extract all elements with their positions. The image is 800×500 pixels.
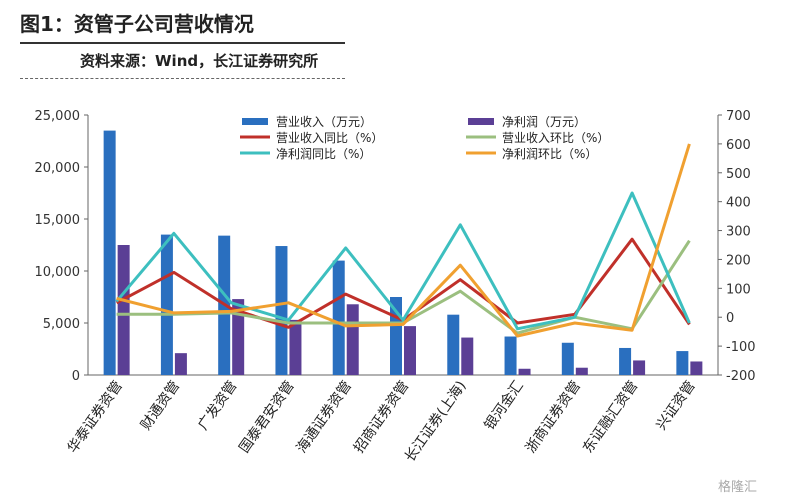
right-tick-label: 200 bbox=[726, 253, 751, 268]
bar-revenue bbox=[447, 314, 460, 375]
x-tick-label: 华泰证券资管 bbox=[65, 378, 126, 456]
right-tick-label: -100 bbox=[726, 340, 756, 355]
right-tick-label: 400 bbox=[726, 196, 751, 211]
bar-revenue bbox=[504, 336, 517, 375]
title-divider bbox=[20, 42, 345, 44]
right-tick-label: -200 bbox=[726, 369, 756, 384]
bar-net_profit bbox=[575, 367, 588, 375]
right-tick-label: 500 bbox=[726, 167, 751, 182]
x-tick-label: 招商证券资管 bbox=[351, 378, 412, 456]
right-tick-label: 100 bbox=[726, 282, 751, 297]
x-tick-label: 海通证券资管 bbox=[294, 378, 355, 456]
bar-net_profit bbox=[289, 319, 302, 375]
bar-net_profit bbox=[174, 353, 187, 375]
bar-revenue bbox=[275, 246, 288, 375]
watermark-text: 格隆汇 bbox=[718, 480, 758, 495]
right-tick-label: 0 bbox=[726, 311, 734, 326]
legend-swatch-revenue bbox=[242, 118, 268, 125]
legend-label: 营业收入同比（%） bbox=[276, 131, 383, 145]
right-tick-label: 700 bbox=[726, 109, 751, 124]
bar-revenue bbox=[332, 260, 345, 375]
legend-label: 营业收入环比（%） bbox=[502, 131, 609, 145]
bar-revenue bbox=[390, 297, 402, 375]
bar-net_profit bbox=[633, 360, 646, 375]
left-tick-label: 15,000 bbox=[35, 213, 81, 228]
bar-net_profit bbox=[404, 326, 416, 375]
legend-swatch-net_profit bbox=[468, 118, 494, 125]
right-tick-label: 600 bbox=[726, 138, 751, 153]
x-tick-label: 国泰君安资管 bbox=[236, 378, 297, 456]
bar-revenue bbox=[160, 234, 173, 375]
right-tick-label: 300 bbox=[726, 225, 751, 240]
legend-label: 净利润（万元） bbox=[502, 115, 586, 129]
left-tick-label: 5,000 bbox=[43, 317, 80, 332]
legend-label: 营业收入（万元） bbox=[276, 115, 372, 129]
x-tick-label: 浙商证券资管 bbox=[523, 378, 584, 456]
left-tick-label: 25,000 bbox=[35, 109, 81, 124]
x-tick-label: 银河金汇 bbox=[482, 378, 527, 433]
bar-revenue bbox=[619, 347, 632, 375]
line-profit_yoy bbox=[115, 191, 691, 331]
x-tick-label: 东证融汇资管 bbox=[580, 378, 641, 456]
figure-title: 图1：资管子公司营收情况 bbox=[20, 12, 254, 36]
bar-net_profit bbox=[117, 245, 130, 375]
left-tick-label: 20,000 bbox=[35, 161, 81, 176]
bar-revenue bbox=[676, 351, 689, 375]
left-tick-label: 0 bbox=[72, 369, 80, 384]
bar-net_profit bbox=[346, 304, 359, 375]
line-profit_qoq bbox=[116, 143, 691, 338]
bar-net_profit bbox=[690, 361, 703, 375]
figure-source: 资料来源：Wind，长江证券研究所 bbox=[80, 52, 319, 70]
bar-net_profit bbox=[518, 368, 531, 375]
bar-net_profit bbox=[461, 337, 474, 375]
bar-revenue bbox=[103, 130, 116, 375]
x-tick-label: 长江证券(上海) bbox=[402, 378, 470, 465]
x-tick-label: 兴证资管 bbox=[653, 378, 698, 433]
legend-label: 净利润同比（%） bbox=[276, 147, 371, 161]
legend-label: 净利润环比（%） bbox=[502, 147, 597, 161]
x-tick-label: 财通资管 bbox=[138, 378, 183, 433]
bar-net_profit bbox=[232, 299, 245, 375]
source-divider bbox=[20, 78, 345, 79]
x-tick-label: 广发资管 bbox=[195, 378, 240, 433]
bar-revenue bbox=[561, 342, 574, 375]
left-tick-label: 10,000 bbox=[35, 265, 81, 280]
